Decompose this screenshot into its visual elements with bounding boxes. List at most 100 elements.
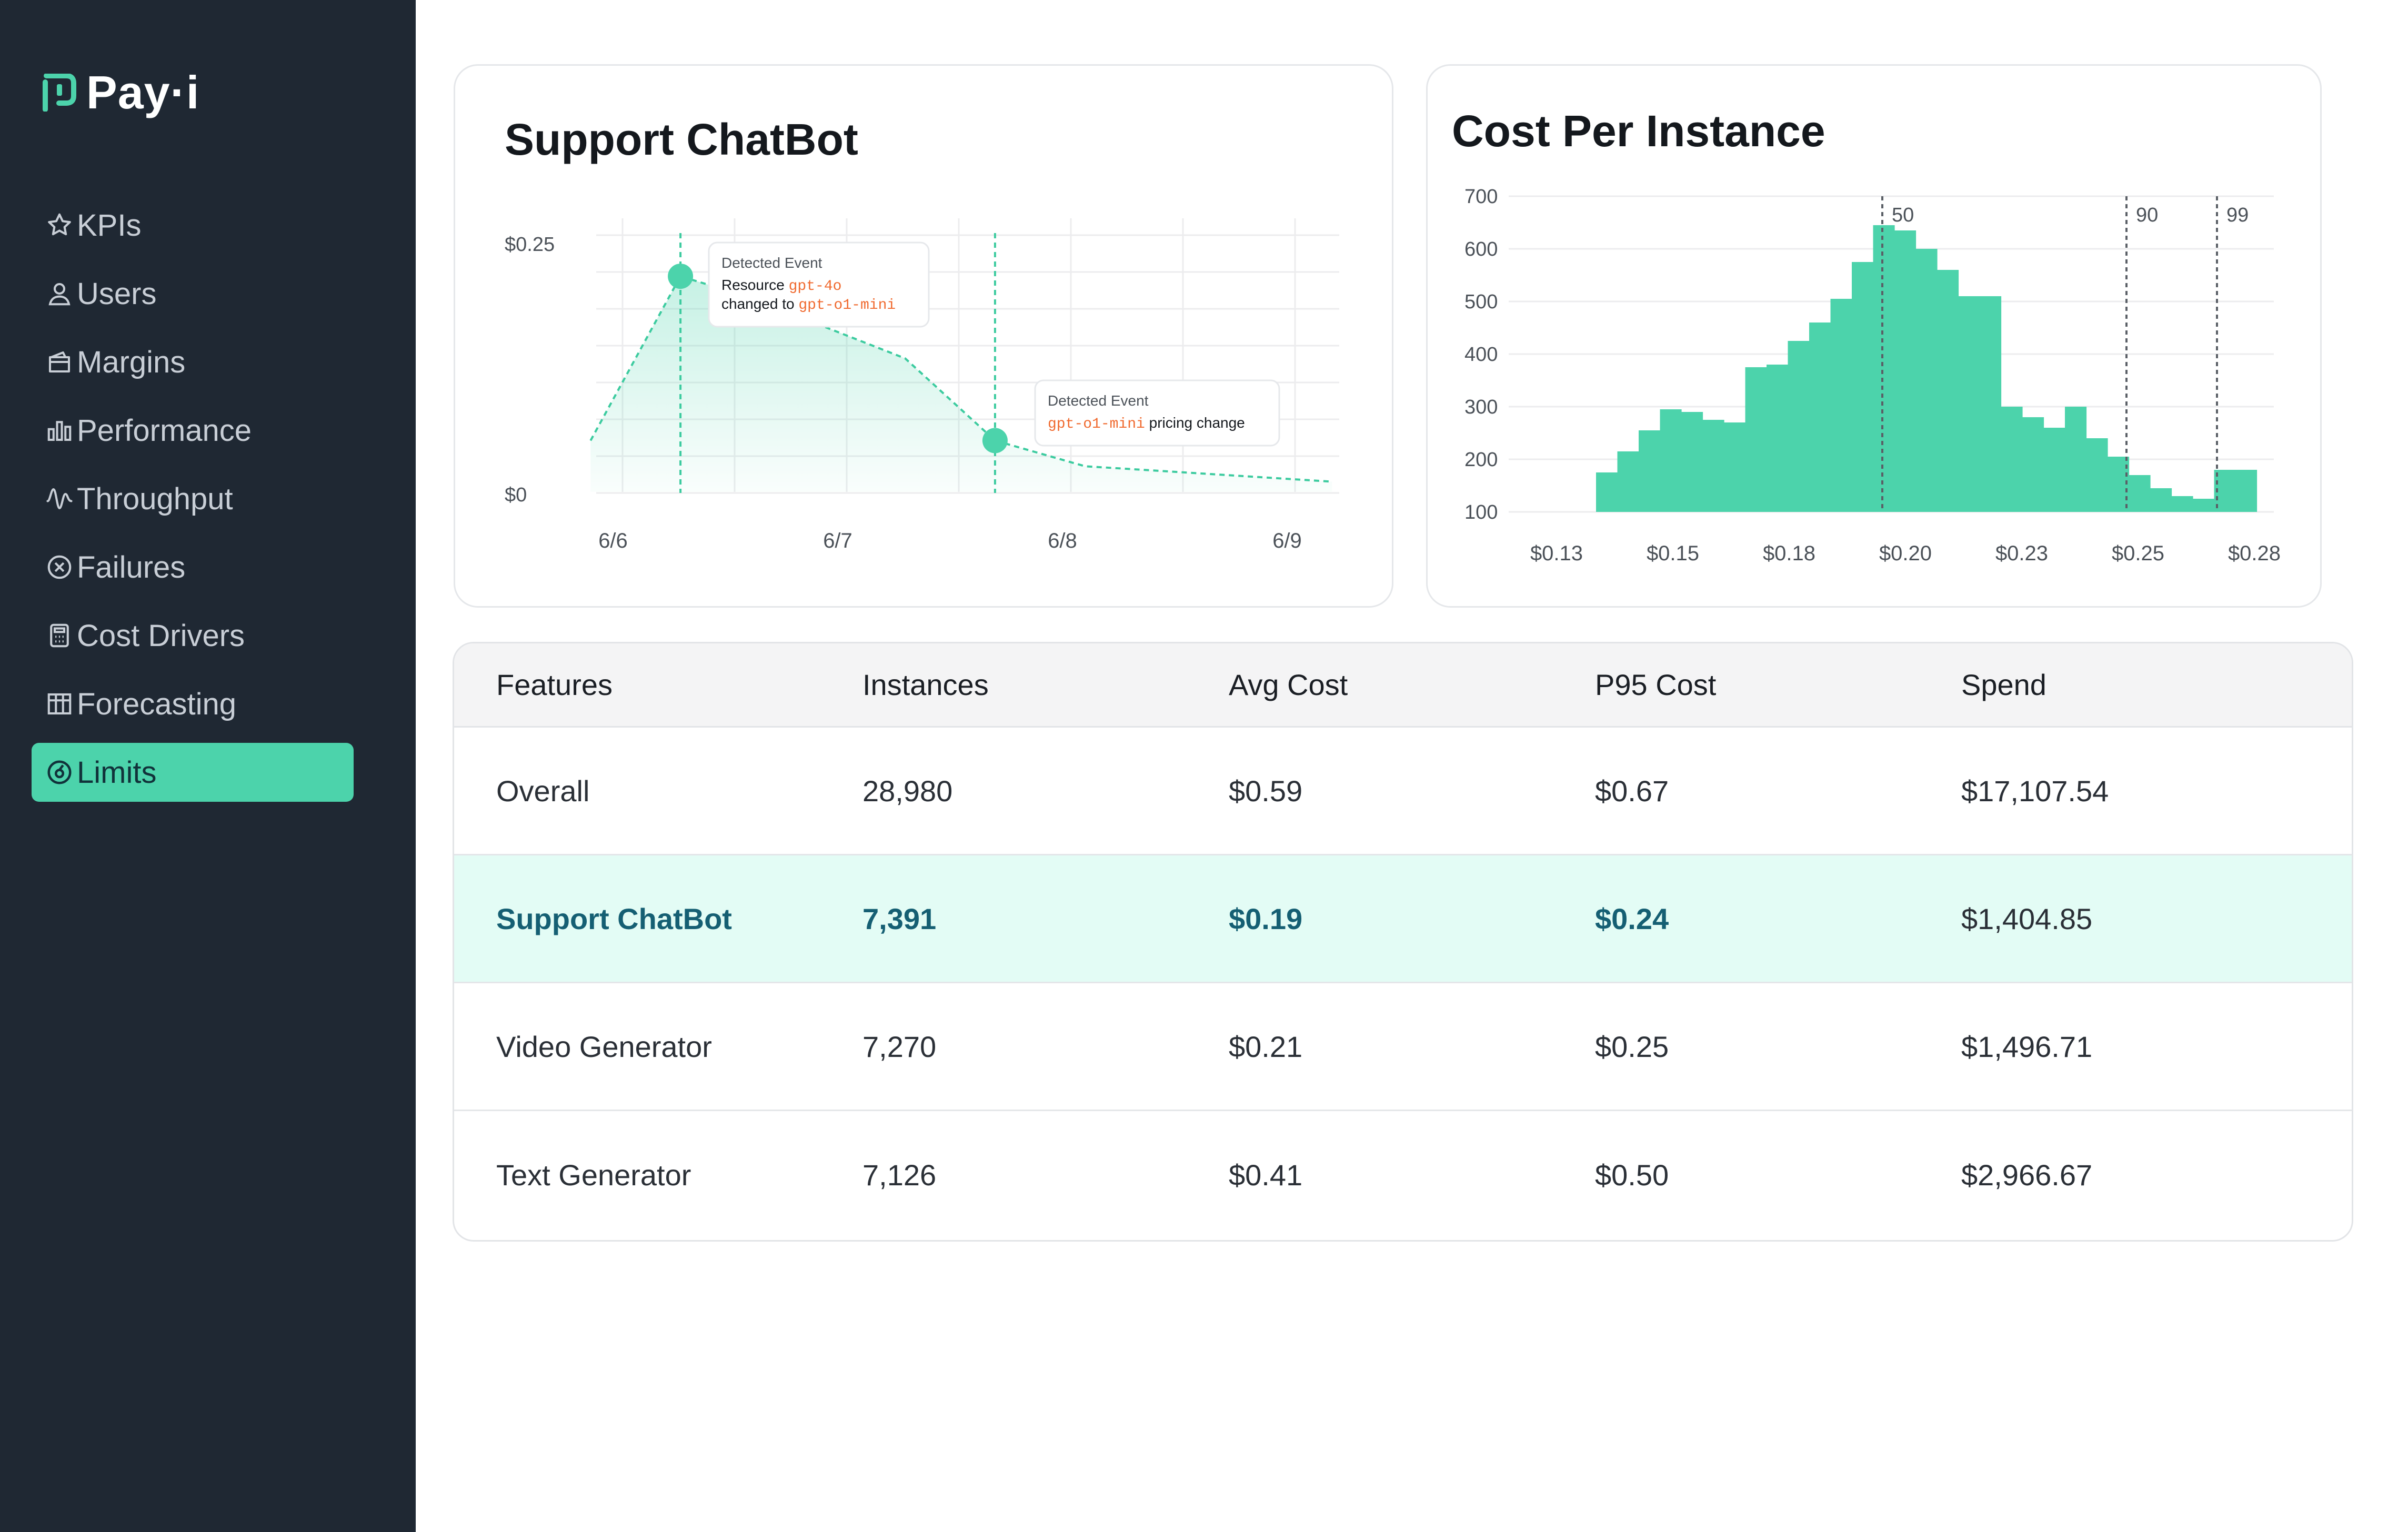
histogram-bar — [1809, 322, 1831, 512]
cell-spend: $1,404.85 — [1961, 902, 2093, 935]
histogram-bar — [1745, 367, 1767, 512]
sidebar-item-performance[interactable]: Performance — [32, 401, 354, 460]
series-line — [589, 275, 1332, 483]
event-marker-dot — [668, 264, 694, 289]
histogram-bar — [1681, 412, 1703, 512]
area-fill — [590, 276, 1332, 492]
histogram-bar — [1596, 472, 1618, 512]
sidebar-item-kpis[interactable]: KPIs — [32, 196, 354, 255]
x-tick-label: 6/8 — [1048, 529, 1077, 552]
sidebar-item-users[interactable]: Users — [32, 264, 354, 323]
cell-feature: Text Generator — [496, 1158, 691, 1192]
cell-feature: Support ChatBot — [496, 902, 732, 935]
sidebar-item-failures[interactable]: Failures — [32, 538, 354, 597]
histogram-bar — [1937, 270, 1959, 512]
bar-chart-icon — [47, 421, 72, 441]
percentile-label: 50 — [1892, 204, 1914, 226]
y-tick-label: 400 — [1464, 344, 1498, 366]
column-header-spend[interactable]: Spend — [1961, 668, 2046, 701]
histogram-bar — [1617, 451, 1639, 512]
histogram-bar — [1788, 341, 1810, 512]
support-chatbot-card: Support ChatBot $0 $0.25 6/6 6/7 6/8 6/9 Detec… — [454, 64, 1393, 608]
x-tick-label: 6/9 — [1272, 529, 1302, 552]
histogram-bar — [1830, 299, 1852, 512]
column-header-avg-cost[interactable]: Avg Cost — [1229, 668, 1348, 701]
cell-instances: 7,270 — [862, 1030, 937, 1063]
histogram-bar — [2086, 438, 2108, 512]
histogram-bar — [1660, 409, 1682, 512]
histogram-bar — [2001, 407, 2023, 512]
sidebar-item-label: Throughput — [77, 481, 233, 516]
y-tick-label: $0 — [505, 484, 527, 506]
histogram-bar — [1980, 296, 2002, 512]
cell-p95-cost: $0.24 — [1595, 902, 1669, 935]
tooltip-text: changed to — [721, 296, 798, 312]
x-tick-label: 6/6 — [598, 529, 628, 552]
table-row-selected[interactable]: Support ChatBot 7,391 $0.19 $0.24 $1,404… — [454, 855, 2352, 983]
histogram-bar — [2129, 475, 2151, 512]
grid-table-icon — [47, 693, 72, 715]
sidebar-item-limits[interactable]: Limits — [32, 743, 354, 802]
sidebar-item-throughput[interactable]: Throughput — [32, 469, 354, 528]
cell-p95-cost: $0.50 — [1595, 1158, 1669, 1192]
cost-per-instance-chart: 100 200 300 400 500 600 700 $0.13 $0.15 $0.18 $0.2… — [1464, 186, 2281, 565]
calculator-icon — [50, 623, 69, 648]
column-header-features[interactable]: Features — [496, 668, 613, 701]
cell-feature: Video Generator — [496, 1030, 712, 1063]
table-row[interactable]: Text Generator 7,126 $0.41 $0.50 $2,966.… — [454, 1111, 2352, 1239]
histogram-bar — [1702, 420, 1724, 512]
histogram-bar — [1767, 365, 1789, 512]
sidebar: Pay·i KPIs Users Margins Performance Thr… — [0, 0, 416, 1532]
column-header-instances[interactable]: Instances — [862, 668, 989, 701]
cell-feature: Overall — [496, 774, 590, 808]
table-row[interactable]: Video Generator 7,270 $0.21 $0.25 $1,496… — [454, 983, 2352, 1111]
tooltip-code: gpt-4o — [789, 278, 842, 295]
y-tick-label: 600 — [1464, 238, 1498, 260]
tooltip-box — [708, 241, 930, 328]
histogram-bar — [2235, 470, 2258, 512]
column-header-p95-cost[interactable]: P95 Cost — [1595, 668, 1717, 701]
event-tooltip: Detected Event gpt-o1-mini pricing change — [1034, 379, 1280, 447]
tooltip-code: gpt-o1-mini — [798, 297, 896, 314]
sidebar-item-cost-drivers[interactable]: Cost Drivers — [32, 606, 354, 665]
histogram-bar — [1724, 422, 1746, 512]
sidebar-item-label: Performance — [77, 413, 252, 448]
tooltip-line: changed to gpt-o1-mini — [721, 296, 896, 314]
brand-logo[interactable]: Pay·i — [41, 66, 199, 119]
sidebar-item-label: Limits — [77, 755, 157, 790]
cell-instances: 7,391 — [862, 902, 937, 935]
table-row[interactable]: Overall 28,980 $0.59 $0.67 $17,107.54 — [454, 728, 2352, 855]
event-marker-dot — [982, 428, 1008, 453]
sidebar-item-label: Cost Drivers — [77, 618, 245, 653]
percentile-label: 99 — [2226, 204, 2249, 226]
sidebar-item-label: Forecasting — [77, 687, 237, 721]
x-tick-label: $0.28 — [2228, 542, 2281, 565]
histogram-bar — [1852, 262, 1874, 512]
features-table: Features Instances Avg Cost P95 Cost Spe… — [453, 642, 2353, 1242]
waveform-icon — [46, 488, 73, 510]
sidebar-item-forecasting[interactable]: Forecasting — [32, 674, 354, 733]
x-tick-label: $0.20 — [1879, 542, 1932, 565]
cell-instances: 7,126 — [862, 1158, 937, 1192]
x-tick-label: $0.25 — [2112, 542, 2164, 565]
cell-spend: $2,966.67 — [1961, 1158, 2093, 1192]
histogram-bar — [2171, 496, 2193, 512]
cost-per-instance-card: Cost Per Instance 100 200 300 400 500 600 700 $… — [1426, 64, 2322, 608]
sidebar-item-margins[interactable]: Margins — [32, 332, 354, 391]
y-tick-label: 700 — [1464, 186, 1498, 208]
cell-spend: $17,107.54 — [1961, 774, 2109, 808]
histogram-bar — [1958, 296, 1980, 512]
tooltip-text: Resource — [721, 277, 789, 293]
cell-p95-cost: $0.67 — [1595, 774, 1669, 808]
histogram-bar — [2043, 428, 2065, 512]
y-tick-label: 200 — [1464, 449, 1498, 471]
x-tick-label: $0.15 — [1647, 542, 1699, 565]
card-title: Cost Per Instance — [1452, 106, 1825, 156]
tooltip-line: gpt-o1-mini pricing change — [1048, 415, 1245, 432]
table-header-row: Features Instances Avg Cost P95 Cost Spe… — [454, 643, 2352, 728]
star-icon — [48, 213, 71, 236]
tooltip-box — [1034, 379, 1280, 447]
tooltip-line: Resource gpt-4o — [721, 277, 841, 295]
cell-avg-cost: $0.59 — [1229, 774, 1303, 808]
